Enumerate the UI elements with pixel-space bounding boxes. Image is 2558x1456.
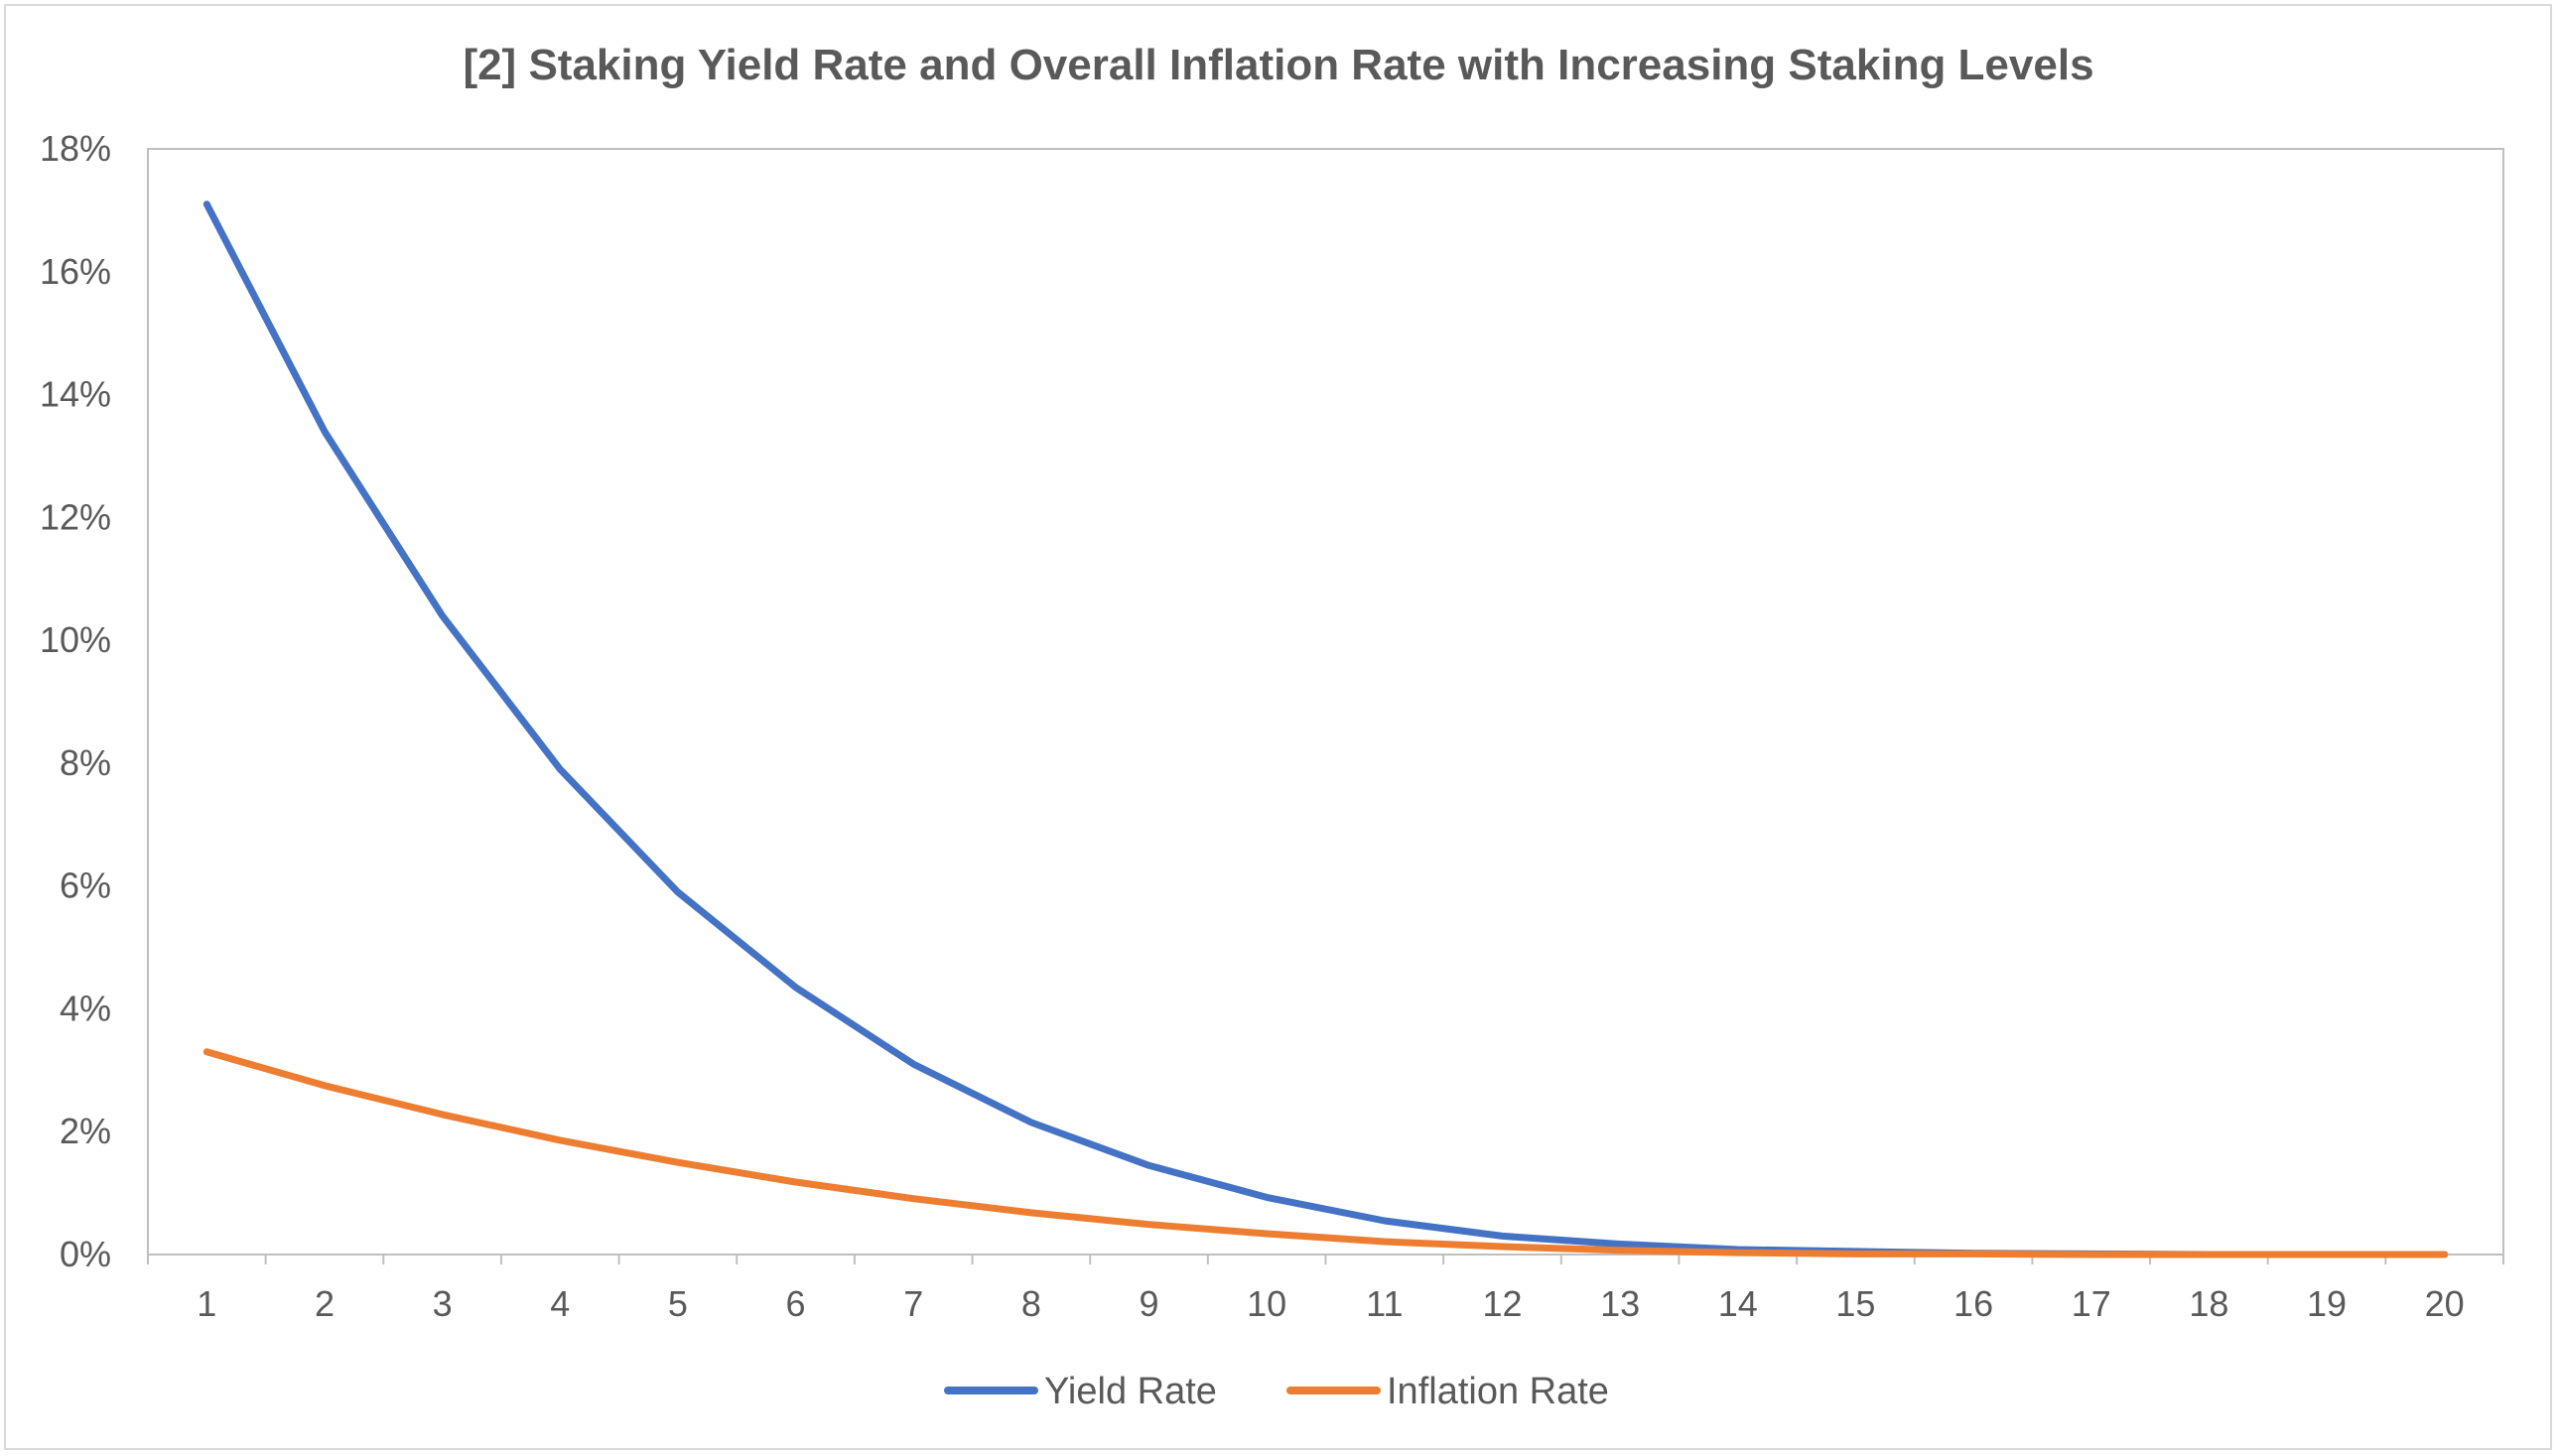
chart-title: [2] Staking Yield Rate and Overall Infla… — [463, 41, 2093, 89]
y-tick-label: 2% — [60, 1111, 111, 1151]
y-tick-label: 10% — [40, 619, 111, 660]
y-axis-ticks: 0% 2% 4% 6% 8% 10% 12% 14% 16% 18% — [40, 128, 111, 1274]
x-tick-label: 14 — [1718, 1283, 1758, 1324]
legend-label-inflation-rate: Inflation Rate — [1387, 1371, 1609, 1412]
x-tick-label: 3 — [433, 1283, 453, 1324]
legend-label-yield-rate: Yield Rate — [1044, 1371, 1217, 1412]
x-tick-label: 16 — [1953, 1283, 1993, 1324]
series-line-yield-rate — [202, 200, 2449, 1258]
x-tick-label: 17 — [2072, 1283, 2111, 1324]
x-axis-ticks: 1 2 3 4 5 6 7 8 9 10 11 12 13 14 15 16 17 18 19 20 — [147, 1255, 2504, 1324]
x-tick-label: 13 — [1600, 1283, 1640, 1324]
x-tick-label: 4 — [550, 1283, 570, 1324]
y-tick-label: 8% — [60, 742, 111, 783]
x-tick-label: 19 — [2307, 1283, 2347, 1324]
x-tick-label: 8 — [1021, 1283, 1041, 1324]
series-line-inflation-rate — [202, 1048, 2449, 1258]
y-tick-label: 12% — [40, 496, 111, 537]
series-lines — [202, 200, 2449, 1258]
legend: Yield Rate Inflation Rate — [944, 1371, 1609, 1412]
y-tick-label: 4% — [60, 988, 111, 1028]
y-tick-label: 6% — [60, 865, 111, 906]
x-tick-label: 12 — [1482, 1283, 1522, 1324]
x-tick-label: 10 — [1247, 1283, 1286, 1324]
x-tick-label: 7 — [903, 1283, 923, 1324]
y-tick-label: 0% — [60, 1234, 111, 1274]
y-tick-label: 18% — [40, 128, 111, 169]
x-tick-label: 6 — [786, 1283, 806, 1324]
x-tick-label: 5 — [668, 1283, 688, 1324]
x-tick-label: 20 — [2425, 1283, 2465, 1324]
chart-frame — [4, 4, 2552, 1450]
x-tick-label: 9 — [1140, 1283, 1159, 1324]
x-tick-label: 2 — [315, 1283, 335, 1324]
y-tick-label: 16% — [40, 251, 111, 292]
x-tick-label: 18 — [2189, 1283, 2228, 1324]
y-tick-label: 14% — [40, 374, 111, 415]
x-tick-label: 15 — [1835, 1283, 1875, 1324]
plot-area-border — [147, 148, 2504, 1256]
x-tick-label: 1 — [197, 1283, 216, 1324]
x-tick-label: 11 — [1366, 1283, 1403, 1324]
